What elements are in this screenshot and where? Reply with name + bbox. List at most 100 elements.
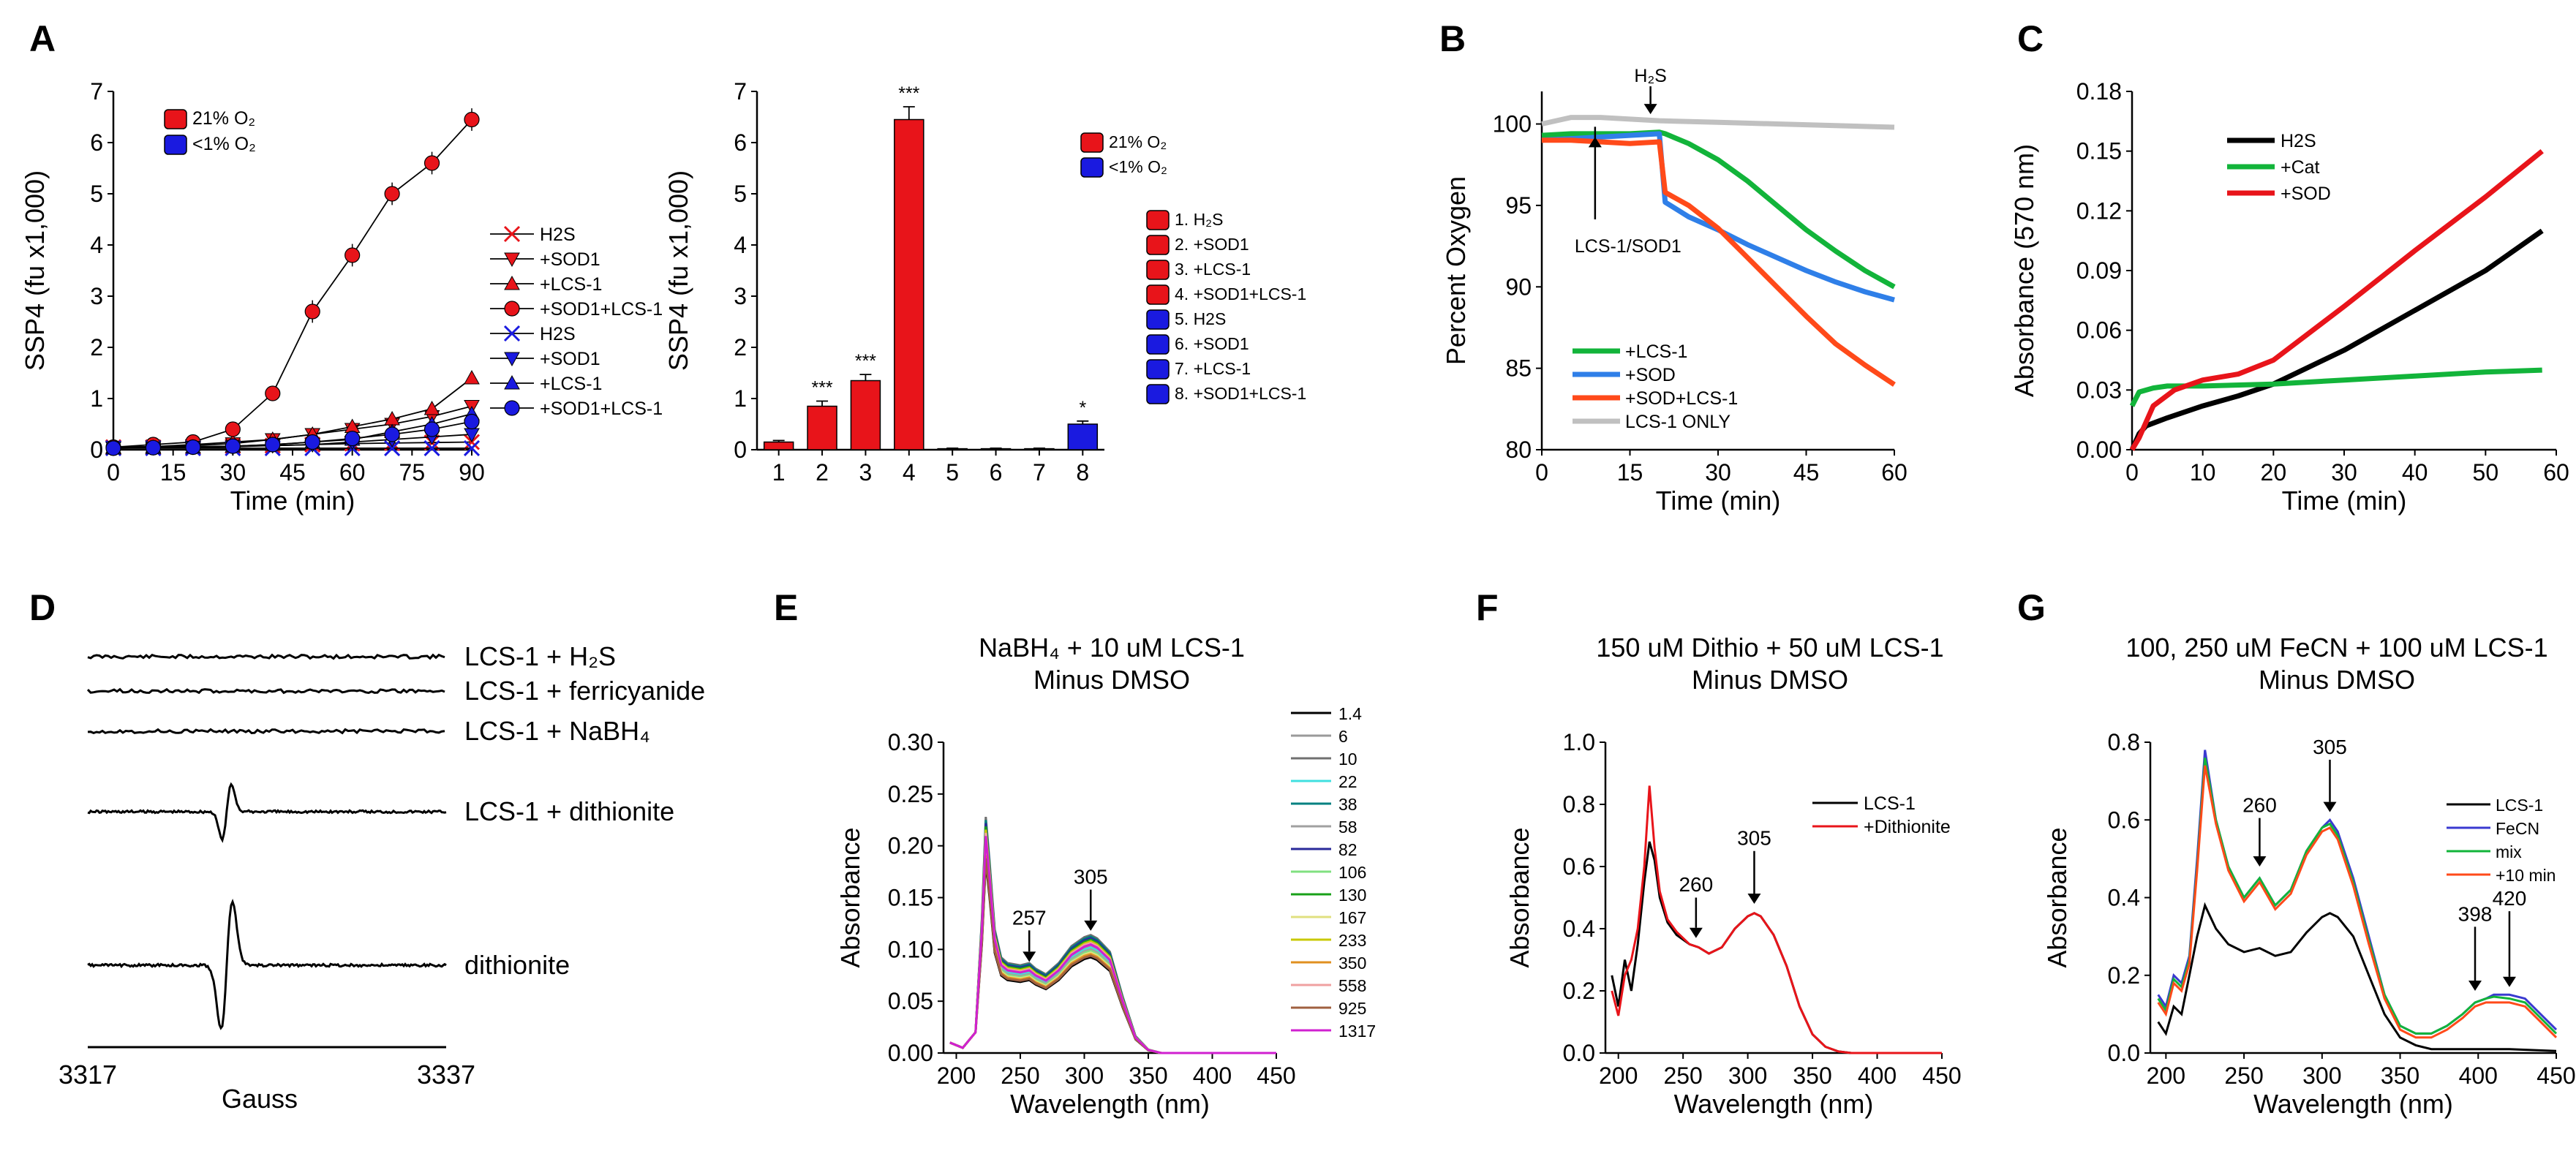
legend-bar-1-swatch — [1146, 210, 1170, 230]
x-tick-label: 450 — [1922, 1063, 1961, 1089]
legend-label: 1317 — [1338, 1022, 1376, 1041]
annotation-420: 420 — [2493, 887, 2527, 910]
data-point — [344, 247, 361, 263]
y-tick-label: 1 — [90, 385, 103, 412]
legend-label: 22 — [1338, 772, 1357, 791]
y-tick-label: 0.09 — [2076, 257, 2122, 284]
y-axis-label: SSP4 (fu x1,000) — [20, 170, 50, 371]
legend-label: 925 — [1338, 999, 1366, 1018]
annotation-260: 260 — [1679, 873, 1713, 896]
y-tick-label: 0.8 — [2108, 729, 2140, 755]
legend-label: 558 — [1338, 976, 1366, 995]
x-tick-label: 300 — [1728, 1063, 1767, 1089]
y-tick-label: 3 — [734, 283, 747, 309]
series-line — [1542, 137, 1896, 387]
legend-21-o2-swatch — [1080, 132, 1104, 153]
legend-label: +10 min — [2496, 866, 2556, 885]
y-tick-label: 1.0 — [1563, 729, 1595, 755]
x-tick-label: 450 — [1257, 1063, 1295, 1089]
y-tick-label: 0.6 — [1563, 853, 1595, 880]
legend-label: +SOD1 — [540, 349, 600, 369]
bar — [1024, 448, 1055, 450]
chart-title-line-1: 150 uM Dithio + 50 uM LCS-1 — [1596, 633, 1943, 663]
x-tick-label: 10 — [2190, 459, 2216, 486]
data-point — [384, 426, 400, 442]
x-axis-label: Time (min) — [230, 486, 355, 516]
legend-bar-8-swatch — [1146, 384, 1170, 404]
x-tick-label: 60 — [339, 459, 366, 486]
annotation-305: 305 — [1074, 866, 1108, 888]
x-tick-label: 200 — [2147, 1063, 2185, 1089]
epr-trace-label: dithionite — [464, 950, 570, 980]
x-tick-label: 0 — [107, 459, 120, 486]
x-tick-label: 300 — [1065, 1063, 1104, 1089]
y-tick-label: 0.00 — [2076, 437, 2122, 463]
legend-label: +SOD1+LCS-1 — [540, 299, 663, 320]
x-tick-label: 90 — [459, 459, 485, 486]
y-tick-label: 1 — [734, 385, 747, 412]
legend-label: 130 — [1338, 886, 1366, 905]
x-tick-label: 6 — [990, 459, 1003, 486]
y-tick-label: 0.0 — [1563, 1040, 1595, 1066]
data-point — [304, 434, 320, 450]
legend-label: H2S — [540, 224, 576, 245]
epr-trace-lcs1-dithionite — [87, 782, 447, 843]
y-tick-label: 0.00 — [888, 1040, 933, 1066]
panel-letter-f: F — [1476, 587, 1499, 628]
series-line — [949, 823, 1276, 1054]
legend-label: LCS-1 — [1864, 793, 1916, 814]
legend-label: 10 — [1338, 750, 1357, 769]
x-tick-label: 30 — [2331, 459, 2357, 486]
data-point — [105, 440, 121, 456]
series-line — [2157, 902, 2557, 1052]
arrow-257-head — [1023, 951, 1036, 962]
legend-label: +SOD1 — [540, 249, 600, 270]
data-point — [423, 155, 440, 171]
series-line — [113, 118, 472, 448]
bar — [1067, 423, 1099, 450]
arrow-h2s-head — [1643, 104, 1657, 115]
legend-label: 106 — [1338, 863, 1366, 882]
legend-bar-2-label: 2. +SOD1 — [1175, 235, 1249, 254]
y-tick-label: 2 — [734, 334, 747, 361]
x-tick-label: 0 — [2125, 459, 2139, 486]
epr-x-axis-label: Gauss — [222, 1084, 298, 1114]
bar — [980, 448, 1012, 450]
series-line — [2157, 765, 2558, 1039]
legend-lt1-o2-label: <1% O₂ — [192, 134, 256, 154]
x-tick-label: 400 — [1858, 1063, 1897, 1089]
legend-marker — [503, 325, 521, 342]
x-tick-label: 4 — [903, 459, 916, 486]
series-line — [113, 420, 472, 449]
legend-label: H2S — [540, 324, 576, 344]
series-line — [113, 377, 472, 448]
legend-bar-5-swatch — [1146, 309, 1170, 330]
x-tick-label: 40 — [2402, 459, 2428, 486]
x-tick-label: 400 — [1193, 1063, 1232, 1089]
x-tick-label: 20 — [2261, 459, 2287, 486]
x-tick-label: 45 — [279, 459, 306, 486]
panel-letter-c: C — [2017, 18, 2044, 59]
x-tick-label: 5 — [946, 459, 959, 486]
legend-label: mix — [2496, 842, 2522, 861]
legend-marker — [504, 252, 520, 268]
error-bar — [816, 400, 829, 407]
legend-label: +LCS-1 — [1625, 341, 1687, 362]
arrow-260-head — [2253, 856, 2267, 867]
legend-label: +SOD — [1625, 365, 1676, 385]
legend-label: LCS-1 ONLY — [1625, 412, 1730, 432]
x-tick-label: 45 — [1793, 459, 1820, 486]
y-tick-label: 0.2 — [1563, 978, 1595, 1004]
series-line — [949, 829, 1276, 1054]
legend-bar-8-label: 8. +SOD1+LCS-1 — [1175, 384, 1306, 403]
data-point — [225, 438, 241, 454]
x-tick-label: 300 — [2302, 1063, 2341, 1089]
legend-label: FeCN — [2496, 819, 2539, 838]
x-tick-label: 75 — [399, 459, 426, 486]
x-tick-label: 450 — [2537, 1063, 2575, 1089]
legend-label: +LCS-1 — [540, 374, 602, 394]
y-tick-label: 4 — [734, 232, 747, 258]
panel-letter-b: B — [1439, 18, 1466, 59]
series-line — [2129, 148, 2544, 451]
